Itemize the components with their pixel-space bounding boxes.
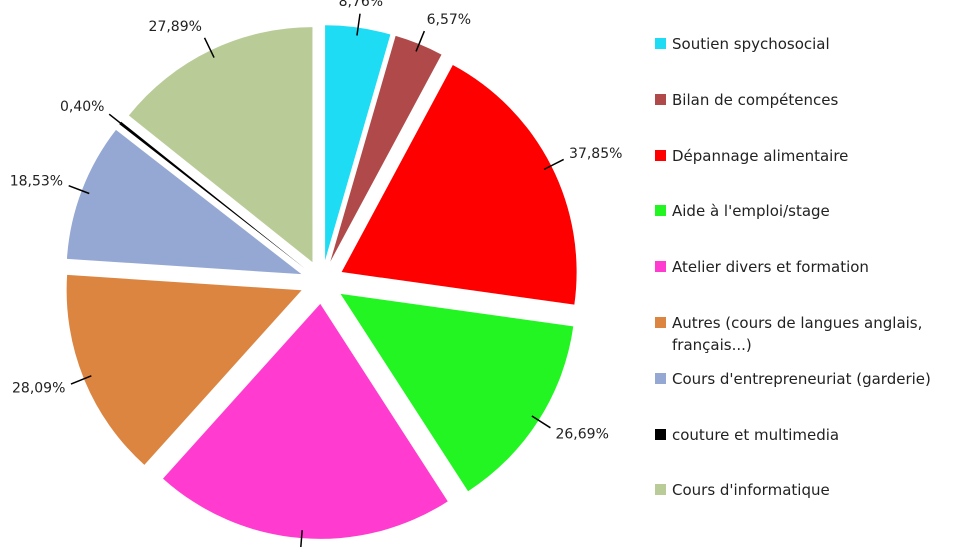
pie-slice: [66, 274, 302, 465]
data-label: 8,76%: [339, 0, 383, 10]
legend-swatch: [655, 150, 666, 161]
legend-item: Soutien spychosocial: [655, 33, 957, 55]
pie-slice: [325, 25, 391, 261]
leader-line: [356, 13, 361, 36]
leader-line: [415, 30, 426, 52]
pie-slice: [66, 129, 302, 275]
data-label: 28,09%: [12, 381, 65, 397]
legend-label: couture et multimedia: [672, 426, 840, 444]
legend-label: Atelier divers et formation: [672, 258, 869, 276]
data-label: 27,89%: [149, 19, 202, 35]
data-label: 26,69%: [555, 426, 608, 442]
pie-slice: [119, 121, 305, 269]
leader-line: [300, 530, 303, 547]
leader-line: [203, 37, 215, 58]
legend-item: Aide à l'emploi/stage: [655, 200, 957, 222]
leader-line: [70, 375, 92, 385]
pie-slice: [340, 293, 574, 492]
leader-line: [543, 158, 565, 171]
legend-swatch: [655, 373, 666, 384]
legend-item: Bilan de compétences: [655, 89, 957, 111]
legend-item: Dépannage alimentaire: [655, 145, 957, 167]
legend-item: Atelier divers et formation: [655, 256, 957, 278]
leader-line: [531, 415, 551, 429]
legend-swatch: [655, 38, 666, 49]
legend-item: Autres (cours de langues anglais, frança…: [655, 312, 957, 356]
legend-label: Dépannage alimentaire: [672, 147, 849, 165]
legend-swatch: [655, 205, 666, 216]
legend-swatch: [655, 317, 666, 328]
legend-label: Cours d'entrepreneuriat (garderie): [672, 370, 931, 388]
data-label: 0,40%: [60, 99, 104, 115]
legend-item: Cours d'informatique: [655, 479, 957, 501]
pie-slice: [162, 303, 448, 539]
data-label: 6,57%: [427, 12, 471, 28]
legend-swatch: [655, 429, 666, 440]
legend-item: Cours d'entrepreneuriat (garderie): [655, 368, 957, 390]
data-label: 18,53%: [10, 173, 63, 189]
legend-label: Aide à l'emploi/stage: [672, 202, 830, 220]
legend-swatch: [655, 484, 666, 495]
legend-label: Autres (cours de langues anglais, frança…: [672, 314, 923, 354]
legend-label: Soutien spychosocial: [672, 35, 830, 53]
legend-label: Cours d'informatique: [672, 481, 830, 499]
legend-swatch: [655, 94, 666, 105]
pie-slice: [341, 65, 577, 305]
leader-line: [108, 113, 127, 129]
legend-label: Bilan de compétences: [672, 91, 839, 109]
legend-swatch: [655, 261, 666, 272]
pie-slice: [330, 35, 442, 262]
legend-item: couture et multimedia: [655, 424, 957, 446]
pie-slice: [128, 27, 313, 263]
data-label: 37,85%: [569, 146, 622, 162]
leader-line: [68, 184, 90, 195]
pie: 8,76%6,57%37,85%26,69%40,64%28,09%18,53%…: [10, 0, 622, 547]
